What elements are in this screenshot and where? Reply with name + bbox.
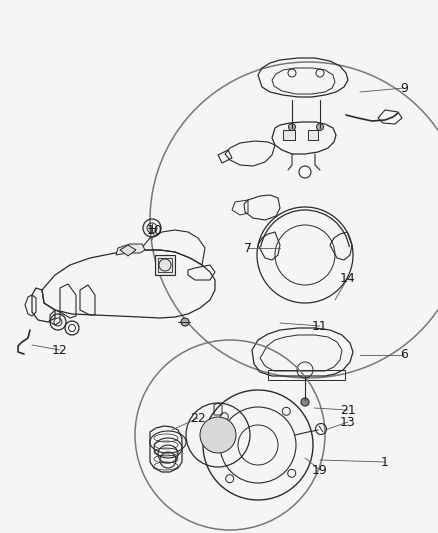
Polygon shape xyxy=(155,255,175,275)
Circle shape xyxy=(301,398,309,406)
Text: 1: 1 xyxy=(381,456,389,469)
Text: 6: 6 xyxy=(400,349,408,361)
Polygon shape xyxy=(283,130,295,140)
Text: 7: 7 xyxy=(244,241,252,254)
Polygon shape xyxy=(308,130,318,140)
Circle shape xyxy=(289,124,296,131)
Text: 11: 11 xyxy=(312,319,328,333)
Circle shape xyxy=(200,417,236,453)
Polygon shape xyxy=(116,244,145,255)
Polygon shape xyxy=(120,245,136,256)
Text: 14: 14 xyxy=(340,271,356,285)
Text: 22: 22 xyxy=(190,411,206,424)
Text: 21: 21 xyxy=(340,403,356,416)
Circle shape xyxy=(181,318,189,326)
Text: 9: 9 xyxy=(400,82,408,94)
Text: 10: 10 xyxy=(147,223,163,237)
Text: 19: 19 xyxy=(312,464,328,477)
Text: 12: 12 xyxy=(52,343,68,357)
Text: 13: 13 xyxy=(340,416,356,429)
Circle shape xyxy=(317,124,324,131)
